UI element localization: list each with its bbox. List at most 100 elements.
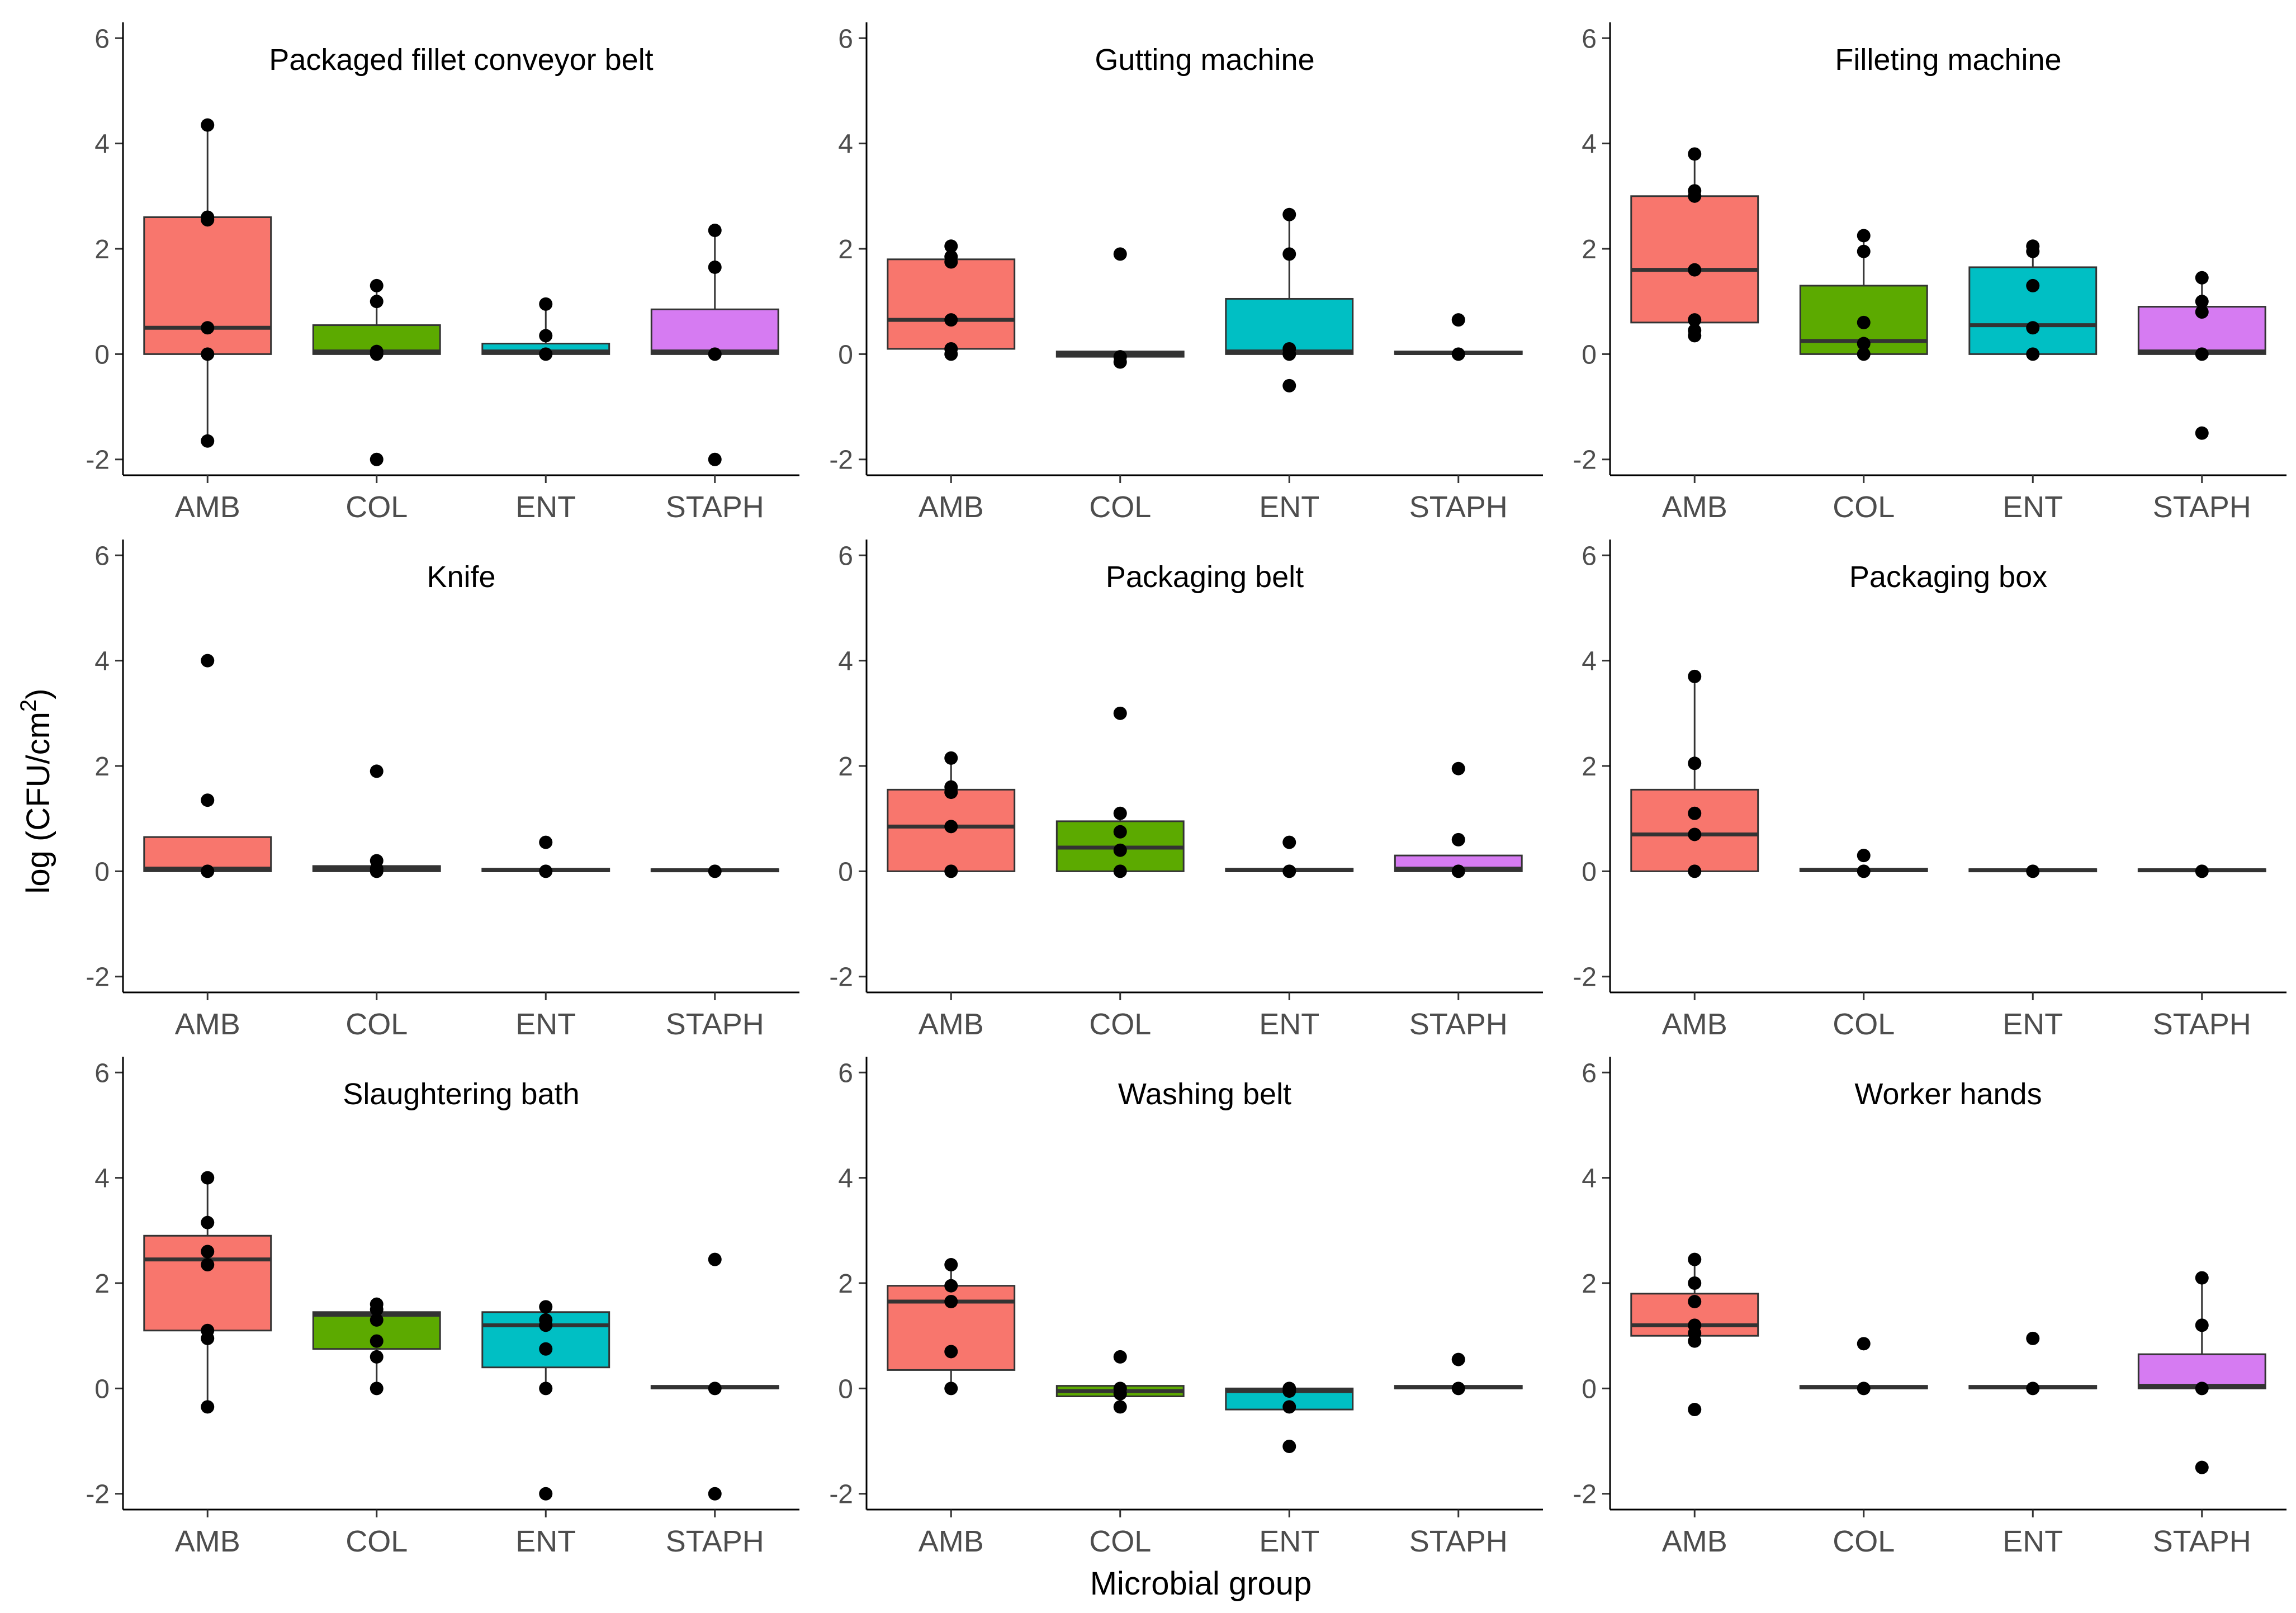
y-tick-label: -2 bbox=[1573, 446, 1597, 475]
data-point bbox=[708, 452, 722, 466]
data-point bbox=[201, 864, 215, 878]
box-amb bbox=[887, 258, 1016, 350]
x-tick-label: AMB bbox=[1662, 1007, 1727, 1041]
data-point bbox=[708, 1487, 722, 1501]
panel: Knife -2 0 2 4 6 AMB COL ENT STAPH bbox=[86, 540, 799, 1041]
x-axis-title: Microbial group bbox=[1090, 1565, 1312, 1602]
panel-title: Packaging box bbox=[1849, 560, 2047, 594]
data-point bbox=[1688, 806, 1702, 820]
data-point bbox=[1688, 827, 1702, 841]
y-tick-label: 0 bbox=[94, 340, 110, 370]
y-tick-label: 6 bbox=[94, 541, 110, 571]
x-tick-label: ENT bbox=[1259, 1007, 1319, 1041]
data-point bbox=[370, 278, 384, 292]
y-tick-label: -2 bbox=[1573, 1480, 1597, 1510]
data-point bbox=[1113, 1350, 1127, 1364]
data-point bbox=[708, 224, 722, 238]
data-point bbox=[201, 347, 215, 361]
x-tick-label: COL bbox=[1833, 490, 1895, 524]
data-point bbox=[2195, 1271, 2209, 1285]
x-tick-label: STAPH bbox=[2153, 1007, 2251, 1041]
y-tick-label: 6 bbox=[838, 24, 853, 54]
data-point bbox=[1451, 313, 1465, 327]
data-point bbox=[1857, 315, 1871, 329]
data-point bbox=[201, 321, 215, 335]
y-tick-label: 6 bbox=[1582, 541, 1597, 571]
y-tick-label: 4 bbox=[838, 647, 853, 677]
panel-title: Washing belt bbox=[1118, 1077, 1291, 1111]
panel: Packaging belt -2 0 2 4 6 AMB COL ENT STAPH bbox=[829, 540, 1543, 1041]
x-tick-label: STAPH bbox=[666, 1007, 764, 1041]
y-axis-title: log (CFU/cm2) bbox=[16, 688, 56, 893]
y-tick-label: 6 bbox=[838, 1058, 853, 1088]
data-point bbox=[201, 1245, 215, 1259]
data-point bbox=[1857, 229, 1871, 243]
data-point bbox=[1688, 1403, 1702, 1417]
x-tick-label: STAPH bbox=[666, 1525, 764, 1558]
x-tick-label: COL bbox=[1089, 490, 1151, 524]
y-tick-label: 2 bbox=[1582, 752, 1597, 782]
y-tick-label: 4 bbox=[94, 647, 110, 677]
x-tick-label: ENT bbox=[2003, 1007, 2063, 1041]
data-point bbox=[944, 1345, 958, 1359]
data-point bbox=[370, 1303, 384, 1317]
y-tick-label: 2 bbox=[838, 235, 853, 264]
x-tick-label: COL bbox=[345, 490, 408, 524]
data-point bbox=[944, 313, 958, 327]
data-point bbox=[1113, 1387, 1127, 1401]
x-tick-label: STAPH bbox=[2153, 490, 2251, 524]
data-point bbox=[539, 1318, 553, 1332]
data-point bbox=[1113, 864, 1127, 878]
y-tick-label: 0 bbox=[838, 1374, 853, 1404]
x-tick-label: COL bbox=[1833, 1007, 1895, 1041]
x-tick-label: STAPH bbox=[1409, 1007, 1508, 1041]
data-point bbox=[708, 260, 722, 274]
data-point bbox=[944, 751, 958, 765]
y-tick-label: 0 bbox=[838, 857, 853, 887]
y-tick-label: 2 bbox=[838, 1269, 853, 1299]
data-point bbox=[201, 793, 215, 807]
data-point bbox=[1857, 849, 1871, 863]
data-point bbox=[1688, 756, 1702, 770]
y-tick-label: 0 bbox=[838, 340, 853, 370]
data-point bbox=[944, 347, 958, 361]
data-point bbox=[370, 1313, 384, 1327]
data-point bbox=[201, 434, 215, 448]
data-point bbox=[708, 347, 722, 361]
data-point bbox=[944, 1382, 958, 1396]
y-tick-label: 2 bbox=[94, 1269, 110, 1299]
y-tick-label: 0 bbox=[94, 857, 110, 887]
y-tick-label: -2 bbox=[829, 1480, 853, 1510]
y-axis-title-superscript: 2 bbox=[16, 699, 41, 712]
x-tick-label: AMB bbox=[919, 490, 984, 524]
x-tick-label: ENT bbox=[1259, 490, 1319, 524]
data-point bbox=[1282, 247, 1296, 261]
panel: Filleting machine -2 0 2 4 6 AMB COL ENT STAPH bbox=[1573, 22, 2286, 524]
data-point bbox=[539, 1382, 553, 1396]
data-point bbox=[2026, 347, 2040, 361]
data-point bbox=[370, 1334, 384, 1348]
panel: Packaging box -2 0 2 4 6 AMB COL ENT STAPH bbox=[1573, 540, 2286, 1041]
data-point bbox=[2026, 1331, 2040, 1345]
panels-group: Packaged fillet conveyor belt -2 0 2 4 6 AMB CO… bbox=[86, 22, 2286, 1558]
data-point bbox=[1282, 379, 1296, 392]
y-tick-label: 6 bbox=[1582, 24, 1597, 54]
y-tick-label: 2 bbox=[94, 235, 110, 264]
y-tick-label: 0 bbox=[1582, 1374, 1597, 1404]
data-point bbox=[201, 213, 215, 227]
y-tick-label: 2 bbox=[94, 752, 110, 782]
box-staph bbox=[650, 308, 779, 355]
data-point bbox=[1688, 329, 1702, 343]
data-point bbox=[944, 1258, 958, 1272]
data-point bbox=[1113, 706, 1127, 720]
data-point bbox=[2195, 347, 2209, 361]
data-point bbox=[370, 1382, 384, 1396]
data-point bbox=[1282, 835, 1296, 849]
data-point bbox=[1451, 761, 1465, 775]
panel: Packaged fillet conveyor belt -2 0 2 4 6 AMB CO… bbox=[86, 22, 799, 524]
data-point bbox=[2195, 1318, 2209, 1332]
x-tick-label: STAPH bbox=[1409, 490, 1508, 524]
data-point bbox=[201, 1400, 215, 1414]
data-point bbox=[370, 295, 384, 309]
x-tick-label: ENT bbox=[2003, 1525, 2063, 1558]
